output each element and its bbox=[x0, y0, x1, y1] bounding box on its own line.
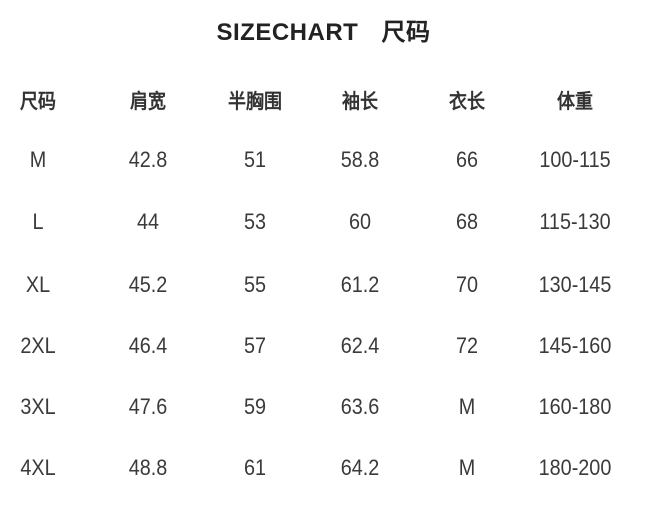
column-header: 衣长 bbox=[449, 91, 485, 113]
table-cell: 61 bbox=[243, 455, 267, 480]
size-label: M bbox=[29, 147, 47, 172]
table-cell: 130-145 bbox=[538, 272, 612, 297]
table-cell: 57 bbox=[243, 333, 267, 358]
table-cell: M bbox=[458, 455, 476, 480]
table-cell: 55 bbox=[243, 272, 267, 297]
table-cell: 61.2 bbox=[340, 272, 380, 297]
table-cell: 42.8 bbox=[128, 147, 168, 172]
table-cell: 44 bbox=[136, 209, 160, 234]
column-header: 半胸围 bbox=[228, 91, 282, 113]
table-cell: 48.8 bbox=[128, 455, 168, 480]
table-cell: 64.2 bbox=[340, 455, 380, 480]
table-cell: 53 bbox=[243, 209, 267, 234]
table-cell: 46.4 bbox=[128, 333, 168, 358]
table-cell: 100-115 bbox=[539, 147, 611, 172]
size-label: L bbox=[32, 209, 44, 234]
table-cell: 63.6 bbox=[340, 394, 380, 419]
title-en: SIZECHART bbox=[216, 19, 359, 46]
size-label: XL bbox=[25, 272, 51, 297]
table-cell: 115-130 bbox=[539, 209, 611, 234]
table-cell: 160-180 bbox=[538, 394, 612, 419]
title-zh: 尺码 bbox=[381, 19, 431, 46]
size-label: 3XL bbox=[20, 394, 56, 419]
table-cell: 72 bbox=[455, 333, 479, 358]
size-label: 4XL bbox=[20, 455, 56, 480]
table-cell: 58.8 bbox=[340, 147, 380, 172]
table-cell: M bbox=[458, 394, 476, 419]
column-header: 体重 bbox=[557, 91, 593, 113]
column-header: 袖长 bbox=[342, 91, 378, 113]
table-cell: 47.6 bbox=[128, 394, 168, 419]
table-cell: 180-200 bbox=[538, 455, 612, 480]
table-cell: 68 bbox=[455, 209, 479, 234]
table-cell: 45.2 bbox=[128, 272, 168, 297]
column-header: 尺码 bbox=[20, 91, 56, 113]
size-label: 2XL bbox=[20, 333, 56, 358]
table-cell: 60 bbox=[348, 209, 372, 234]
page-title: SIZECHART 尺码 bbox=[0, 12, 647, 47]
table-cell: 66 bbox=[455, 147, 479, 172]
table-cell: 51 bbox=[243, 147, 267, 172]
table-cell: 59 bbox=[243, 394, 267, 419]
table-cell: 145-160 bbox=[538, 333, 612, 358]
table-cell: 70 bbox=[455, 272, 479, 297]
column-header: 肩宽 bbox=[130, 91, 166, 113]
table-cell: 62.4 bbox=[340, 333, 380, 358]
